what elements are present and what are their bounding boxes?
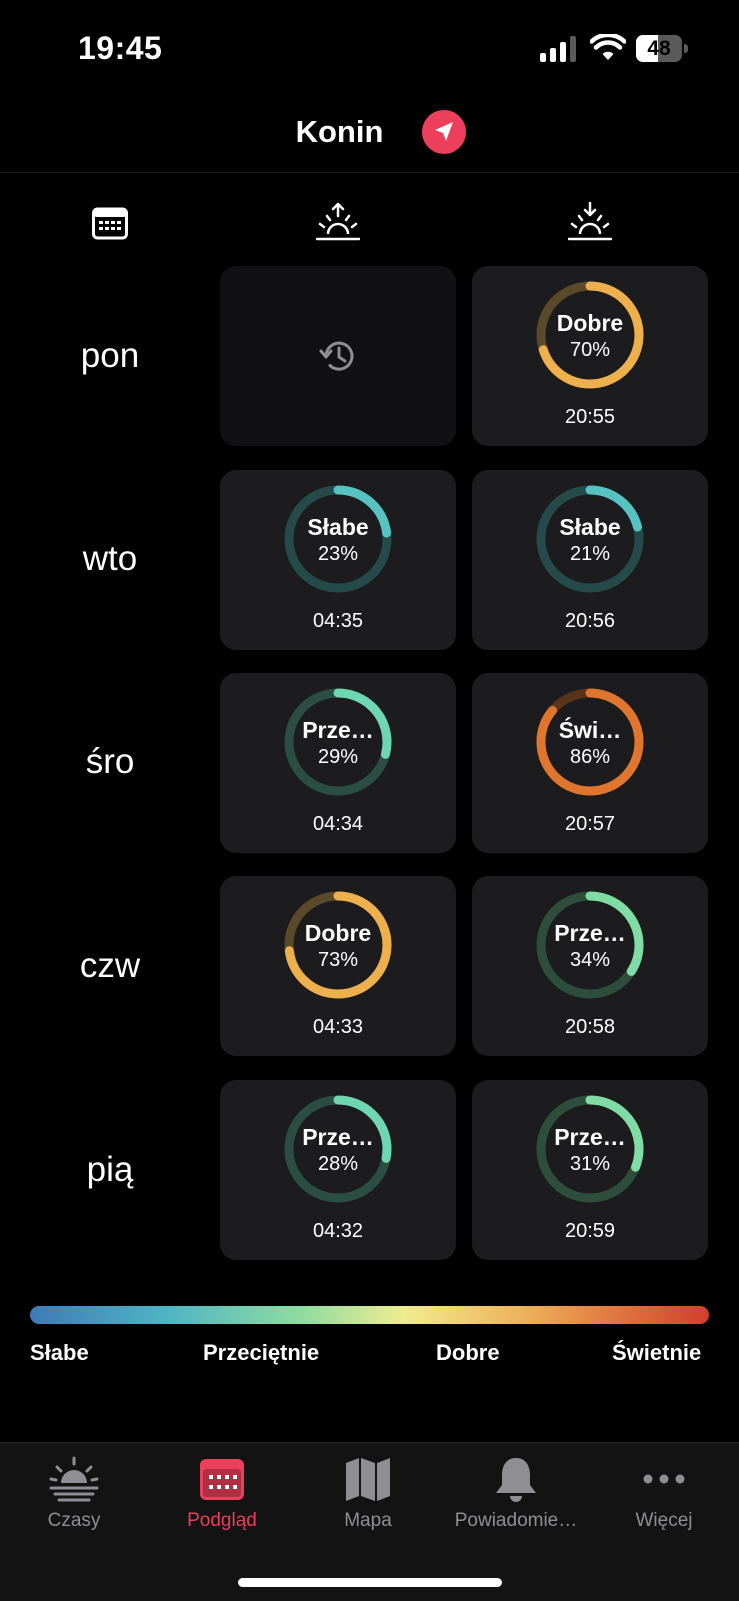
quality-ring (284, 688, 392, 796)
quality-ring (284, 485, 392, 593)
quality-label: Dobre (556, 310, 624, 336)
quality-label: Prze… (554, 920, 626, 946)
quality-ring (536, 281, 644, 389)
sunrise-cell[interactable]: Prze… 28% 04:32 (220, 1080, 456, 1260)
ring-progress (536, 281, 644, 389)
tab-label: Czasy (47, 1510, 101, 1531)
bell-icon (496, 1458, 536, 1502)
quality-ring (284, 891, 392, 999)
quality-percent: 70% (569, 339, 611, 361)
ring-progress (284, 688, 392, 796)
ring-progress (536, 1095, 644, 1203)
more-icon (643, 1474, 685, 1484)
quality-label: Słabe (559, 514, 621, 540)
sunset-cell[interactable]: Dobre 70% 20:55 (472, 266, 708, 446)
ring-progress (536, 485, 644, 593)
sunrise-time: 04:32 (312, 1220, 364, 1242)
quality-percent: 28% (317, 1153, 359, 1175)
quality-gradient-bar (30, 1306, 709, 1324)
battery-icon: 48 (636, 35, 688, 62)
sunrise-time: 04:33 (312, 1016, 364, 1038)
ring-progress (284, 891, 392, 999)
sunrise-time: 04:35 (312, 610, 364, 632)
quality-label: Prze… (554, 1124, 626, 1150)
quality-ring (536, 1095, 644, 1203)
status-time: 19:45 (78, 30, 163, 66)
quality-percent: 21% (569, 543, 611, 565)
quality-ring (536, 485, 644, 593)
tab-wiecej[interactable]: Więcej (590, 1443, 738, 1543)
ring-progress (536, 688, 644, 796)
tab-czasy[interactable]: Czasy (0, 1443, 148, 1543)
history-icon (319, 341, 354, 371)
sunrise-cell[interactable]: Prze… 29% 04:34 (220, 673, 456, 853)
legend-label: Słabe (30, 1340, 89, 1365)
tab-bar: Czasy Podgląd Mapa Powiadomie… (0, 1442, 739, 1601)
sunrise-icon (316, 202, 360, 241)
sunset-time: 20:57 (564, 813, 616, 835)
legend-label: Świetnie (612, 1340, 702, 1365)
battery-level: 48 (647, 37, 671, 60)
tab-powiadomienia[interactable]: Powiadomie… (442, 1443, 590, 1543)
quality-percent: 31% (569, 1153, 611, 1175)
map-icon (346, 1458, 390, 1501)
quality-label: Słabe (307, 514, 369, 540)
quality-percent: 23% (317, 543, 359, 565)
tab-mapa[interactable]: Mapa (294, 1443, 442, 1543)
tab-label: Podgląd (187, 1510, 257, 1531)
tab-label: Więcej (635, 1510, 693, 1531)
sunrise-time: 04:34 (312, 813, 364, 835)
sunset-icon (568, 202, 612, 241)
wifi-icon (590, 34, 626, 60)
quality-ring (536, 688, 644, 796)
sunset-cell[interactable]: Prze… 31% 20:59 (472, 1080, 708, 1260)
quality-percent: 86% (569, 746, 611, 768)
ring-progress (536, 891, 644, 999)
sunset-time: 20:59 (564, 1220, 616, 1242)
tab-label: Powiadomie… (454, 1510, 578, 1531)
sunrise-cell[interactable]: Dobre 73% 04:33 (220, 876, 456, 1056)
day-label: śro (85, 742, 135, 781)
legend-label: Przeciętnie (203, 1340, 320, 1365)
sunset-cell[interactable]: Prze… 34% 20:58 (472, 876, 708, 1056)
ring-progress (284, 485, 392, 593)
sunrise-icon (49, 1456, 99, 1502)
cellular-signal-icon (540, 36, 576, 62)
tab-label: Mapa (344, 1510, 392, 1531)
calendar-icon (200, 1459, 244, 1500)
tab-podglad[interactable]: Podgląd (148, 1443, 296, 1543)
sunset-time: 20:55 (564, 406, 616, 428)
sunrise-cell-past[interactable] (220, 266, 456, 446)
quality-percent: 73% (317, 949, 359, 971)
sunset-time: 20:58 (564, 1016, 616, 1038)
quality-label: Prze… (302, 717, 374, 743)
quality-ring (536, 891, 644, 999)
city-title: Konin (295, 114, 384, 149)
day-label: pon (80, 336, 140, 375)
calendar-icon (92, 207, 128, 240)
sunrise-cell[interactable]: Słabe 23% 04:35 (220, 470, 456, 650)
sunset-cell[interactable]: Słabe 21% 20:56 (472, 470, 708, 650)
quality-ring (284, 1095, 392, 1203)
quality-label: Dobre (304, 920, 372, 946)
quality-label: Świ… (558, 717, 622, 743)
day-label: czw (79, 946, 141, 985)
quality-label: Prze… (302, 1124, 374, 1150)
day-label: pią (86, 1150, 134, 1189)
location-button[interactable] (422, 110, 466, 154)
quality-percent: 34% (569, 949, 611, 971)
sunset-cell[interactable]: Świ… 86% 20:57 (472, 673, 708, 853)
quality-percent: 29% (317, 746, 359, 768)
status-bar: 19:45 48 (0, 0, 739, 96)
legend-label: Dobre (436, 1340, 500, 1365)
header: Konin (0, 96, 739, 173)
home-indicator (238, 1578, 502, 1587)
sunset-time: 20:56 (564, 610, 616, 632)
day-label: wto (82, 539, 138, 578)
location-arrow-icon (435, 122, 453, 141)
ring-progress (284, 1095, 392, 1203)
